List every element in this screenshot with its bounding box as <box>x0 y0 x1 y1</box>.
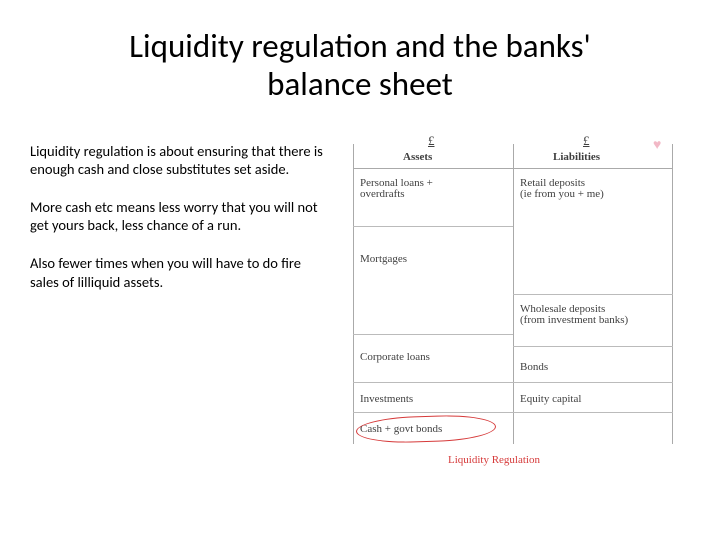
balance-sheet-diagram: ♥ £ £ Assets Liabilities Personal loans … <box>348 134 680 494</box>
currency-left: £ <box>428 134 435 147</box>
liability-rule <box>513 412 673 413</box>
liability-row: Equity capital <box>520 394 581 405</box>
content-row: Liquidity regulation is about ensuring t… <box>30 134 680 494</box>
asset-rule <box>353 334 513 335</box>
asset-row: Investments <box>360 394 413 405</box>
liability-rule <box>513 346 673 347</box>
asset-row: Mortgages <box>360 254 407 265</box>
asset-rule <box>353 412 513 413</box>
text-column: Liquidity regulation is about ensuring t… <box>30 134 330 311</box>
liability-row: Bonds <box>520 362 548 373</box>
asset-row: Personal loans + overdrafts <box>360 178 433 200</box>
slide: Liquidity regulation and the banks' bala… <box>0 0 720 540</box>
paragraph-3: Also fewer times when you will have to d… <box>30 254 330 290</box>
paragraph-2: More cash etc means less worry that you … <box>30 198 330 234</box>
heart-icon: ♥ <box>653 138 661 154</box>
header-liabilities: Liabilities <box>553 152 600 163</box>
asset-rule <box>353 226 513 227</box>
slide-title: Liquidity regulation and the banks' bala… <box>80 28 640 104</box>
liability-rule <box>513 382 673 383</box>
paragraph-1: Liquidity regulation is about ensuring t… <box>30 142 330 178</box>
liability-row: Wholesale deposits (from investment bank… <box>520 304 628 326</box>
asset-rule <box>353 382 513 383</box>
annotation-label: Liquidity Regulation <box>448 454 540 466</box>
header-assets: Assets <box>403 152 432 163</box>
liability-rule <box>513 294 673 295</box>
liability-row: Retail deposits (ie from you + me) <box>520 178 604 200</box>
currency-right: £ <box>583 134 590 147</box>
asset-row: Corporate loans <box>360 352 430 363</box>
